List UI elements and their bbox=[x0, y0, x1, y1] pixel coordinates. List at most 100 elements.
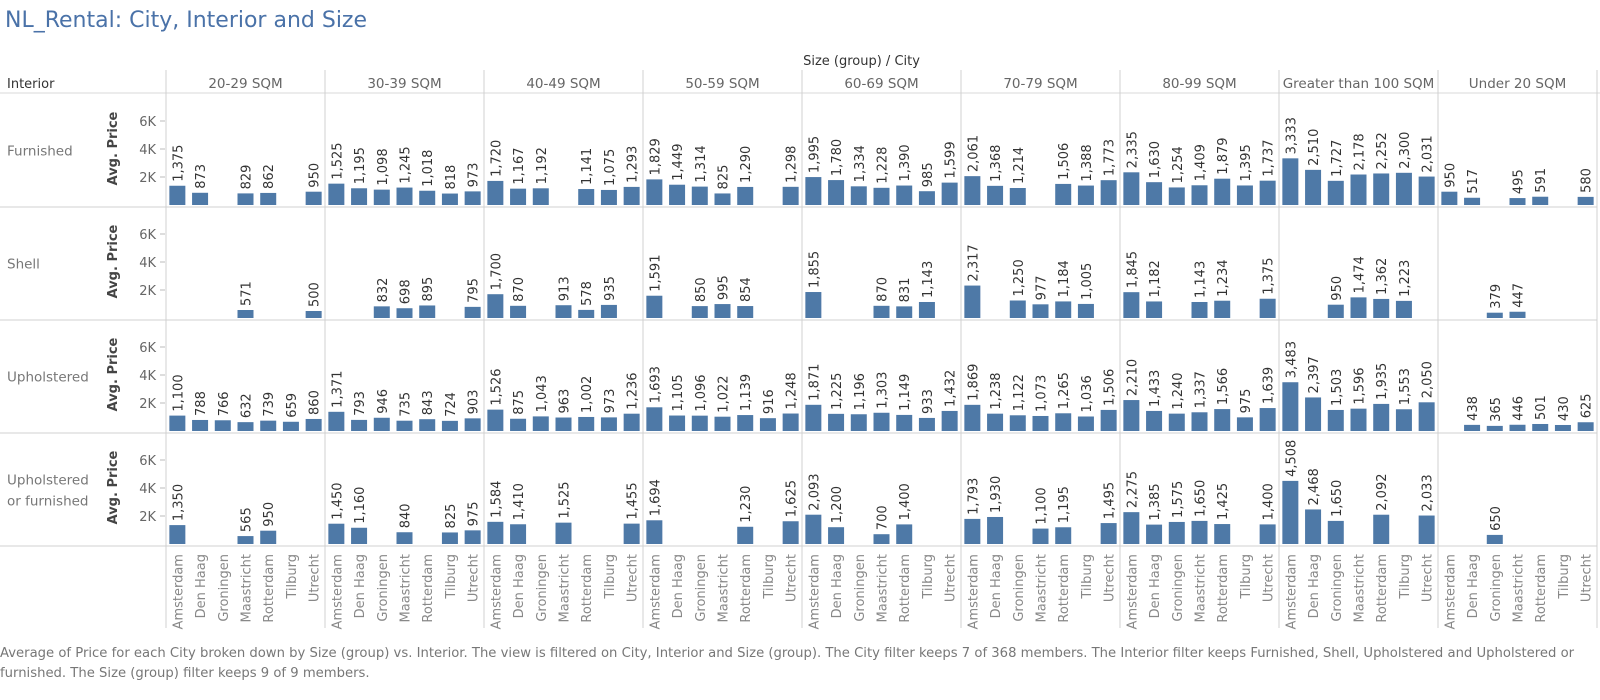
bar-value-label: 1,223 bbox=[1398, 260, 1413, 297]
bar-value-label: 650 bbox=[1489, 506, 1504, 531]
bar-value-label: 1,141 bbox=[580, 148, 595, 185]
bar bbox=[1009, 415, 1026, 431]
city-tick-label: Den Haag bbox=[671, 554, 686, 618]
bar-value-label: 1,793 bbox=[966, 478, 981, 515]
bar-value-label: 1,100 bbox=[1035, 487, 1050, 524]
bar-value-label: 1,100 bbox=[171, 374, 186, 411]
bar bbox=[169, 185, 186, 205]
bar bbox=[987, 185, 1004, 205]
y-axis-title: Avg. Price bbox=[106, 450, 121, 524]
bar-value-label: 1,334 bbox=[853, 145, 868, 182]
bar bbox=[964, 176, 981, 205]
bar bbox=[1305, 169, 1322, 205]
bar-value-label: 1,591 bbox=[648, 255, 663, 292]
bar-value-label: 365 bbox=[1489, 397, 1504, 422]
bar-value-label: 829 bbox=[240, 165, 255, 190]
bar bbox=[1055, 301, 1072, 318]
bar bbox=[737, 186, 754, 205]
bar-value-label: 1,385 bbox=[1148, 483, 1163, 520]
bar-value-label: 1,105 bbox=[671, 374, 686, 411]
bar-value-label: 1,845 bbox=[1125, 251, 1140, 288]
bar-value-label: 1,700 bbox=[489, 253, 504, 290]
bar-value-label: 1,871 bbox=[807, 364, 822, 401]
city-tick-label: Utrecht bbox=[1580, 554, 1595, 602]
bar-value-label: 1,002 bbox=[580, 376, 595, 413]
bar bbox=[578, 309, 595, 318]
bar bbox=[1486, 534, 1503, 544]
bar bbox=[1373, 403, 1390, 431]
bar bbox=[1305, 509, 1322, 544]
bar bbox=[691, 415, 708, 431]
bar-value-label: 565 bbox=[240, 507, 255, 532]
bar-value-label: 2,252 bbox=[1375, 132, 1390, 169]
bar-value-label: 1,337 bbox=[1194, 371, 1209, 408]
bar bbox=[305, 311, 322, 318]
bar bbox=[373, 306, 390, 318]
bar-value-label: 1,371 bbox=[330, 371, 345, 408]
bar bbox=[1373, 298, 1390, 318]
city-tick-label: Rotterdam bbox=[1375, 554, 1390, 623]
bar bbox=[873, 187, 890, 205]
bar bbox=[600, 304, 617, 318]
y-axis-title: Avg. Price bbox=[106, 337, 121, 411]
bar bbox=[691, 306, 708, 318]
bar bbox=[782, 186, 799, 205]
city-tick-label: Maastricht bbox=[1512, 554, 1527, 622]
y-tick-label: 4K bbox=[139, 369, 156, 384]
bar-value-label: 625 bbox=[1580, 393, 1595, 418]
city-tick-label: Utrecht bbox=[1421, 554, 1436, 602]
bar-value-label: 578 bbox=[580, 281, 595, 306]
bar bbox=[669, 415, 686, 431]
bar bbox=[214, 420, 231, 431]
bar-value-label: 1,566 bbox=[1216, 368, 1231, 405]
bar-value-label: 935 bbox=[603, 276, 618, 301]
city-tick-label: Utrecht bbox=[1262, 554, 1277, 602]
bar bbox=[555, 305, 572, 318]
chart-title: NL_Rental: City, Interior and Size bbox=[5, 8, 368, 33]
city-tick-label: Tilburg bbox=[1398, 554, 1413, 600]
y-tick-label: 4K bbox=[139, 143, 156, 158]
bar bbox=[1100, 180, 1117, 205]
bar-value-label: 1,400 bbox=[1262, 483, 1277, 520]
bar-value-label: 903 bbox=[467, 390, 482, 415]
city-tick-label: Maastricht bbox=[399, 554, 414, 622]
bar-value-label: 950 bbox=[1443, 163, 1458, 188]
bar-value-label: 2,317 bbox=[966, 244, 981, 281]
bar bbox=[1236, 185, 1253, 205]
bar bbox=[237, 536, 254, 544]
bar-value-label: 1,225 bbox=[830, 373, 845, 410]
bar bbox=[1009, 188, 1026, 205]
bar-value-label: 2,210 bbox=[1125, 359, 1140, 396]
bar-value-label: 1,182 bbox=[1148, 260, 1163, 297]
bar-value-label: 875 bbox=[512, 390, 527, 415]
city-tick-label: Tilburg bbox=[444, 554, 459, 600]
city-tick-label: Tilburg bbox=[1239, 554, 1254, 600]
bar-value-label: 1,650 bbox=[1330, 480, 1345, 517]
bar bbox=[1191, 185, 1208, 205]
size-group-header: Under 20 SQM bbox=[1469, 76, 1566, 92]
bar bbox=[1123, 400, 1140, 431]
bar-value-label: 1,238 bbox=[989, 372, 1004, 409]
row-header-title: Interior bbox=[7, 77, 55, 92]
city-tick-label: Groningen bbox=[1012, 554, 1027, 622]
y-tick-label: 2K bbox=[139, 284, 156, 299]
bar bbox=[351, 527, 368, 544]
bar bbox=[260, 530, 277, 544]
bar-value-label: 950 bbox=[262, 502, 277, 527]
bar bbox=[282, 421, 299, 431]
bar bbox=[396, 532, 413, 544]
bar-value-label: 1,596 bbox=[1353, 367, 1368, 404]
bar-value-label: 580 bbox=[1580, 168, 1595, 193]
bar bbox=[192, 192, 209, 205]
bar-value-label: 854 bbox=[739, 277, 754, 302]
bar bbox=[918, 301, 935, 318]
bar bbox=[987, 516, 1004, 544]
bar bbox=[1214, 178, 1231, 205]
bar-value-label: 1,432 bbox=[944, 370, 959, 407]
bar bbox=[1168, 413, 1185, 431]
bar bbox=[759, 418, 776, 431]
bar-value-label: 698 bbox=[399, 279, 414, 304]
bar bbox=[1464, 424, 1481, 431]
bar bbox=[896, 524, 913, 544]
bar-value-label: 850 bbox=[694, 277, 709, 302]
